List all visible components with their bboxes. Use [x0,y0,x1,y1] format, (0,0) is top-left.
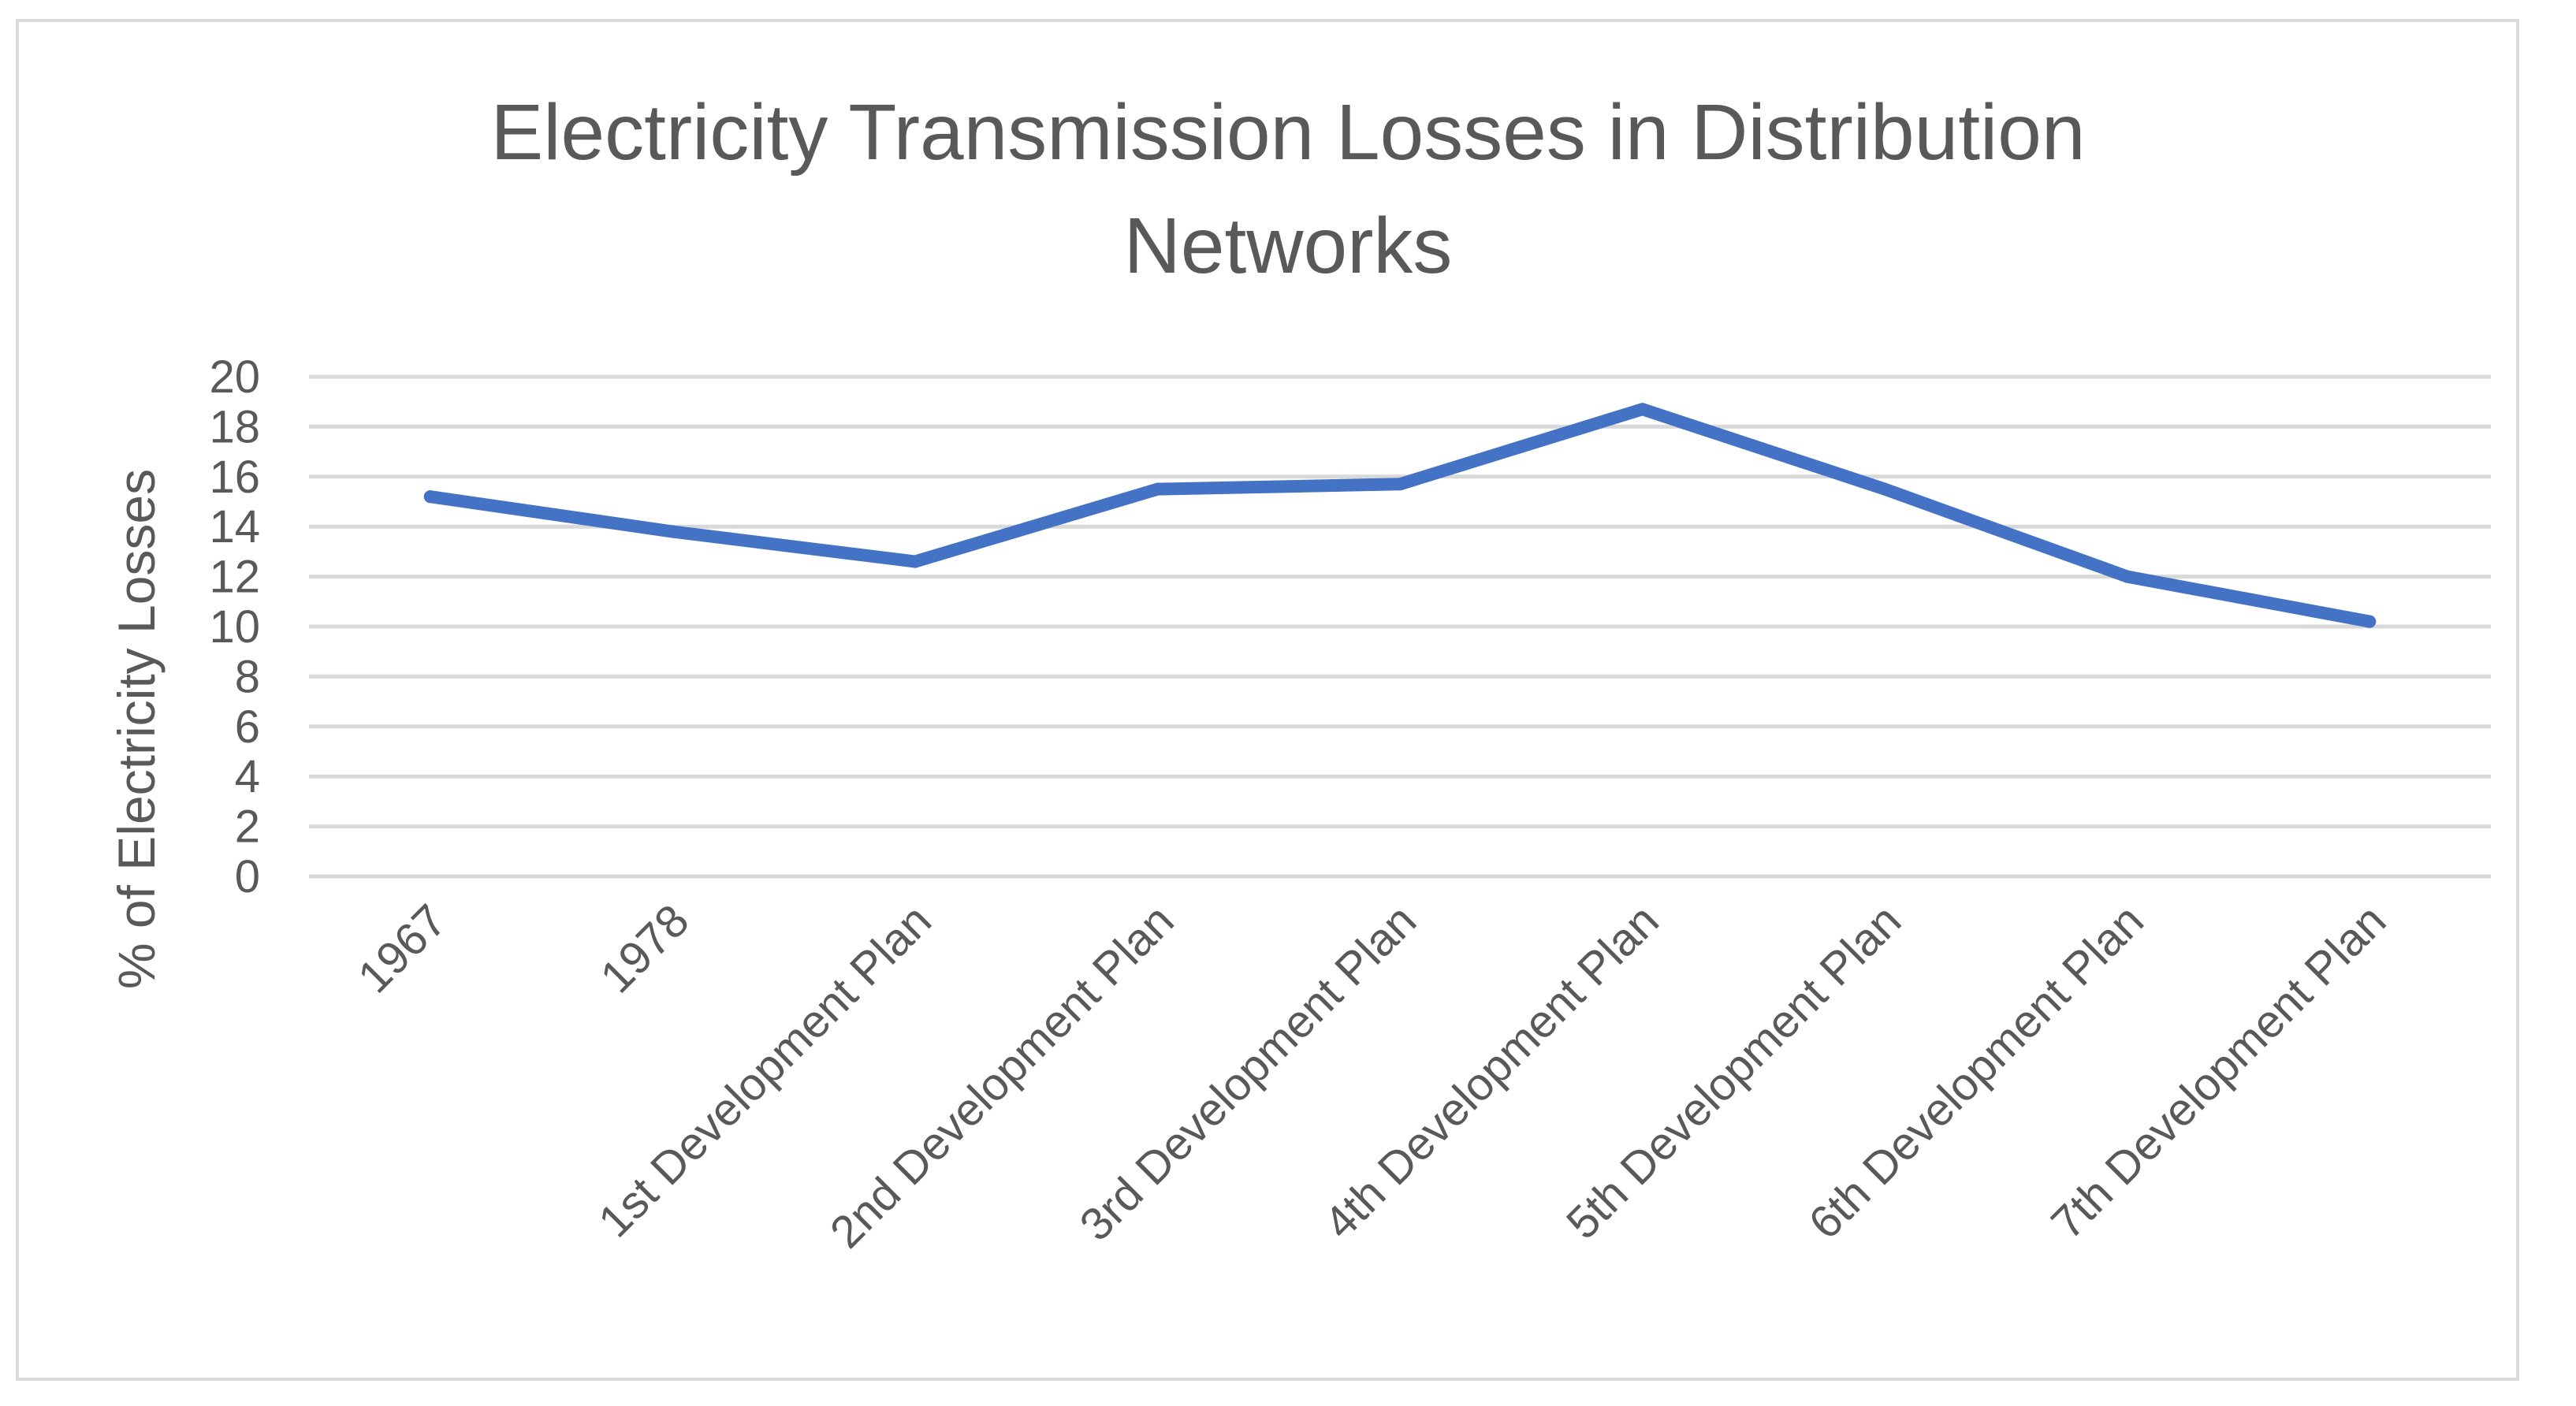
y-tick-label: 20 [209,352,260,403]
y-tick-label: 6 [235,701,260,753]
chart-title-line-1: Electricity Transmission Losses in Distr… [490,88,2086,177]
x-category-label: 1978 [590,895,698,1002]
chart-title: Electricity Transmission Losses in Distr… [0,76,2576,303]
x-category-label: 1967 [348,895,456,1002]
data-point [908,555,921,568]
data-point [1151,482,1164,496]
data-point [1394,478,1406,491]
series-line [423,403,2377,628]
series-lines [423,403,2377,628]
y-axis-label: % of Electricity Losses [107,469,166,989]
y-tick-label: 2 [235,802,260,853]
y-tick-label: 18 [209,401,260,452]
y-tick-label: 16 [209,452,260,503]
data-point [666,525,679,538]
data-point [2120,570,2134,583]
data-point [2363,615,2377,628]
data-point [1878,482,1892,496]
y-tick-label: 10 [209,601,260,653]
gridlines [309,374,2491,879]
data-point [423,490,437,504]
y-tick-label: 8 [235,651,260,702]
y-tick-label: 12 [209,552,260,603]
y-tick-label: 14 [209,501,260,552]
chart-title-line-2: Networks [1123,202,1453,290]
data-point [1636,403,1649,416]
y-tick-label: 4 [235,751,260,802]
y-tick-label: 0 [235,851,260,902]
chart-frame [16,19,2519,1381]
